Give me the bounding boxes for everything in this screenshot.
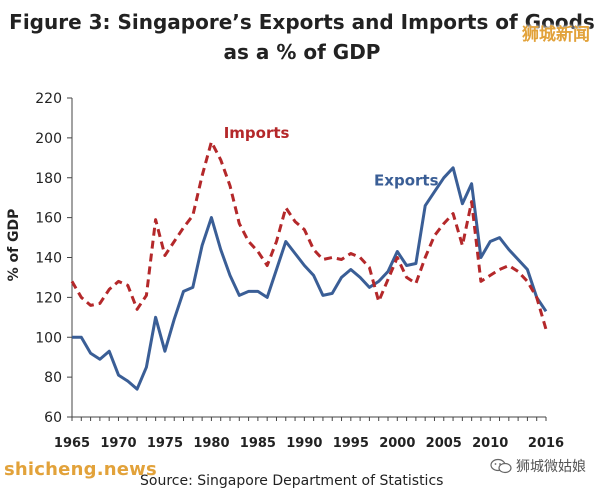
chart-subtitle: as a % of GDP <box>223 40 381 64</box>
series-lines <box>70 140 548 391</box>
watermark-top-right: 狮城新闻 <box>522 25 590 45</box>
x-tick-label: 2000 <box>379 436 415 451</box>
x-tick-label: 2016 <box>528 436 564 451</box>
x-tick-label: 1990 <box>286 436 322 451</box>
y-tick-label: 200 <box>35 131 62 147</box>
x-tick-label: 1965 <box>54 436 90 451</box>
x-tick-label: 1995 <box>333 436 369 451</box>
y-tick-label: 160 <box>35 211 62 227</box>
series-label-imports: Imports <box>224 124 290 142</box>
watermark-website: shicheng.news <box>4 459 157 480</box>
series-label-exports: Exports <box>374 172 439 190</box>
y-tick-label: 140 <box>35 251 62 267</box>
x-tick-label: 1970 <box>100 436 136 451</box>
x-tick-label: 2005 <box>426 436 462 451</box>
y-tick-label: 220 <box>35 91 62 107</box>
x-tick-label: 1975 <box>147 436 183 451</box>
wechat-icon <box>490 458 512 474</box>
x-tick-label: 1980 <box>193 436 229 451</box>
x-tick-label: 1985 <box>240 436 276 451</box>
chart-axes <box>67 97 547 421</box>
y-tick-label: 60 <box>44 410 62 426</box>
x-tick-labels: 1965 1970 1975 1980 1985 1990 1995 2000 2005 2010… <box>54 436 564 451</box>
watermark-wechat-text: 狮城微姑娘 <box>516 459 586 475</box>
y-tick-label: 180 <box>35 171 62 187</box>
y-axis-label: % of GDP <box>6 209 22 282</box>
x-tick-label: 2010 <box>472 436 508 451</box>
series-labels: Imports Exports <box>224 124 439 190</box>
chart-title: Figure 3: Singapore’s Exports and Import… <box>9 10 595 34</box>
source-note: Source: Singapore Department of Statisti… <box>140 473 444 489</box>
y-tick-labels: 60 80 100 120 140 160 180 200 220 <box>35 91 62 426</box>
y-tick-label: 80 <box>44 370 62 386</box>
y-tick-label: 100 <box>35 330 62 346</box>
series-line-exports <box>72 166 548 391</box>
watermark-wechat: 狮城微姑娘 <box>490 456 586 476</box>
series-line-imports <box>70 140 548 330</box>
y-tick-label: 120 <box>35 290 62 306</box>
